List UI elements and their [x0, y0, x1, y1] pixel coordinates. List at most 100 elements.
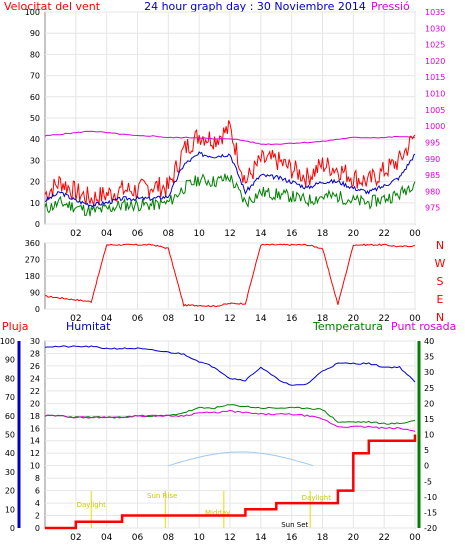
- wind-y-tick-label: 40: [30, 135, 40, 144]
- temp-y-tick-label: -5: [424, 477, 432, 486]
- pluja-y-tick-label: 28: [30, 349, 40, 358]
- label-pluja: Pluja: [2, 320, 28, 333]
- wind-y-tick-label: 70: [30, 72, 40, 81]
- climate-panel-x-tick-label: 02: [70, 533, 81, 543]
- sun-arc: [168, 451, 314, 467]
- wind-panel-x-tick-label: 04: [101, 229, 113, 239]
- wind-y-tick-label: 30: [30, 156, 40, 165]
- pluja-y-tick-label: 24: [30, 374, 40, 383]
- wind-panel-x-tick-label: 20: [348, 229, 360, 239]
- pluja-y-tick-label: 22: [30, 387, 40, 396]
- temp-y-tick-label: 20: [424, 399, 434, 408]
- sun-label-daylight-end: Daylight: [302, 494, 332, 502]
- wind-y-tick-label: 100: [25, 8, 40, 17]
- wind-panel-x-tick-label: 22: [378, 229, 389, 239]
- header-left-title: Velocitat del vent: [4, 0, 101, 13]
- climate-panel-x-tick-label: 04: [101, 533, 113, 543]
- temp-y-tick-label: 15: [424, 415, 434, 424]
- pluja-y-tick-label: 6: [35, 487, 40, 496]
- label-punt-rosada: Punt rosada: [391, 320, 456, 333]
- temp-y-tick-label: 35: [424, 353, 434, 362]
- direction-panel-x-tick-label: 18: [317, 314, 329, 324]
- humitat-y-tick-label: 90: [5, 356, 15, 365]
- direction-y-tick-label: 90: [30, 289, 40, 298]
- pluja-y-tick-label: 30: [30, 337, 40, 346]
- wind-green-series: [44, 173, 416, 217]
- header-right-title: Pressió: [371, 0, 410, 13]
- humitat-y-tick-label: 0: [10, 524, 15, 533]
- sun-label-daylight-start: Daylight: [77, 501, 107, 509]
- wind-panel-x-tick-label: 02: [70, 229, 81, 239]
- sun-label-sun-set: Sun Set: [281, 521, 308, 529]
- chart-layer: Velocitat del vent 24 hour graph day : 30…: [0, 0, 456, 543]
- wind-panel-x-tick-label: 14: [255, 229, 267, 239]
- header-center-title: 24 hour graph day : 30 Noviembre 2014: [144, 0, 366, 13]
- rain-series: [45, 434, 417, 530]
- wind-y-tick-label: 20: [30, 178, 40, 187]
- pluja-y-tick-label: 10: [30, 462, 40, 471]
- direction-panel-x-tick-label: 20: [348, 314, 360, 324]
- wind-panel-x-tick-label: 00: [409, 229, 421, 239]
- wind-y-tick-label: 50: [30, 114, 40, 123]
- wind-y-tick-label: 60: [30, 93, 40, 102]
- temp-y-tick-label: -15: [424, 508, 437, 517]
- wind-panel-x-tick-label: 18: [317, 229, 329, 239]
- wind-y-tick-label: 80: [30, 50, 40, 59]
- pressure-y-tick-label: 980: [425, 187, 440, 196]
- pluja-y-tick-label: 26: [30, 362, 40, 371]
- pressure-y-tick-label: 985: [425, 171, 440, 180]
- label-temperatura: Temperatura: [312, 320, 383, 333]
- climate-panel-x-tick-label: 18: [317, 533, 329, 543]
- pressure-y-tick-label: 1005: [425, 106, 445, 115]
- direction-label: E: [437, 293, 444, 306]
- direction-panel-x-tick-label: 22: [378, 314, 389, 324]
- pressure-y-tick-label: 975: [425, 204, 440, 213]
- pluja-y-tick-label: 16: [30, 424, 40, 433]
- direction-y-tick-label: 270: [25, 256, 40, 265]
- wind-panel-x-tick-label: 16: [286, 229, 298, 239]
- direction-label: S: [437, 275, 444, 288]
- sun-label-sun-rise: Sun Rise: [147, 492, 177, 500]
- direction-y-tick-label: 360: [25, 239, 40, 248]
- direction-panel-x-tick-label: 10: [193, 314, 205, 324]
- temp-y-tick-label: 10: [424, 431, 434, 440]
- wind-panel-x-tick-label: 10: [193, 229, 205, 239]
- direction-panel-x-tick-label: 08: [163, 314, 175, 324]
- humitat-y-tick-label: 20: [5, 487, 15, 496]
- humitat-y-tick-label: 40: [5, 449, 15, 458]
- temp-y-tick-label: -10: [424, 493, 437, 502]
- pluja-y-tick-label: 0: [35, 524, 40, 533]
- pluja-y-tick-label: 8: [35, 474, 40, 483]
- sun-label-midday: Midday: [205, 509, 230, 517]
- wind-blue-series: [44, 151, 416, 208]
- direction-panel-x-tick-label: 14: [255, 314, 267, 324]
- climate-panel-x-tick-label: 14: [255, 533, 267, 543]
- pluja-y-tick-label: 18: [30, 412, 40, 421]
- direction-y-tick-label: 180: [25, 272, 40, 281]
- climate-panel-x-tick-label: 00: [409, 533, 421, 543]
- pressure-y-tick-label: 1000: [425, 122, 445, 131]
- pressure-series: [44, 130, 416, 146]
- pressure-y-tick-label: 995: [425, 138, 440, 147]
- climate-panel-x-tick-label: 06: [132, 533, 144, 543]
- pluja-y-tick-label: 2: [35, 512, 40, 521]
- pressure-y-tick-label: 1010: [425, 90, 445, 99]
- climate-panel-x-tick-label: 12: [224, 533, 235, 543]
- direction-y-tick-label: 0: [35, 305, 40, 314]
- wind-y-tick-label: 10: [30, 199, 40, 208]
- temp-y-tick-label: 30: [424, 368, 434, 377]
- temp-y-tick-label: 5: [424, 446, 429, 455]
- climate-panel-x-tick-label: 10: [193, 533, 205, 543]
- pluja-y-tick-label: 4: [35, 499, 40, 508]
- humitat-y-tick-label: 70: [5, 393, 15, 402]
- climate-panel-x-tick-label: 22: [378, 533, 389, 543]
- pressure-y-tick-label: 1035: [425, 8, 445, 17]
- direction-panel-x-tick-label: 02: [70, 314, 81, 324]
- direction-label: W: [435, 257, 446, 270]
- humitat-y-tick-label: 100: [0, 337, 15, 346]
- temp-y-tick-label: 25: [424, 384, 434, 393]
- direction-panel-x-tick-label: 06: [132, 314, 144, 324]
- pressure-y-tick-label: 1030: [425, 24, 445, 33]
- pressure-y-tick-label: 1020: [425, 57, 445, 66]
